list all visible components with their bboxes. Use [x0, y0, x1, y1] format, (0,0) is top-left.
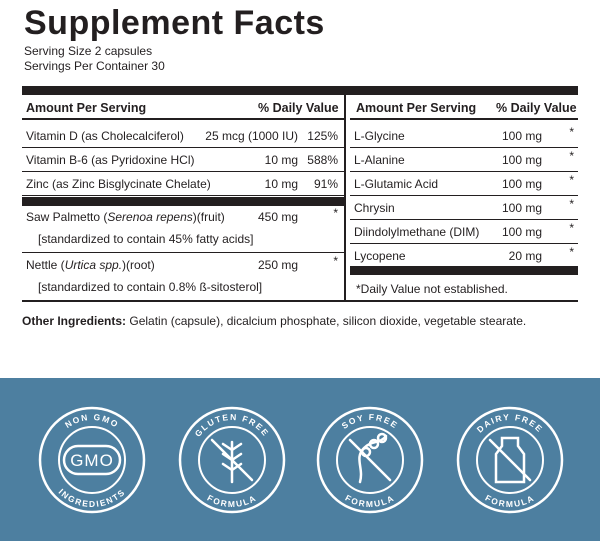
footnote: *Daily Value not established.	[356, 282, 508, 296]
divider	[344, 95, 346, 301]
rule	[22, 197, 344, 206]
table-row: Vitamin B-6 (as Pyridoxine HCl) 10 mg 588%	[22, 149, 344, 172]
daily-value: 91%	[313, 177, 338, 191]
name-part: )(root)	[122, 258, 155, 272]
badge-ring	[178, 406, 286, 514]
daily-value: *	[333, 206, 338, 220]
table-row: Nettle (Urtica spp.)(root) 250 mg *	[22, 254, 344, 277]
rule	[22, 86, 578, 95]
column-header: Amount Per Serving	[356, 101, 477, 115]
nutrient-name: Vitamin B-6 (as Pyridoxine HCl)	[26, 153, 195, 167]
nutrient-name: Saw Palmetto (Serenoa repens)(fruit)	[26, 206, 225, 229]
label: Other Ingredients:	[22, 314, 127, 328]
amount: 20 mg	[508, 249, 542, 263]
daily-value: *	[333, 254, 338, 268]
rule	[22, 300, 578, 302]
badge-ring	[316, 406, 424, 514]
daily-value: *	[569, 149, 574, 163]
amount: 100 mg	[501, 129, 542, 143]
name-part: Saw Palmetto (	[26, 210, 108, 224]
daily-value: *	[569, 125, 574, 139]
badge-center-text: GMO	[70, 451, 114, 470]
nutrient-name: Zinc (as Zinc Bisglycinate Chelate)	[26, 177, 211, 191]
nutrient-name: Diindolylmethane (DIM)	[354, 225, 480, 239]
nutrient-name: Lycopene	[354, 249, 406, 263]
rule	[22, 252, 344, 253]
badge-bottom-text: FORMULA	[344, 493, 397, 509]
icon	[62, 444, 122, 476]
table-row: L-Alanine 100 mg *	[350, 149, 578, 172]
badge-band: NON GMO INGREDIENTS GMO GLUTEN FREE FORMULA S…	[0, 378, 600, 541]
badge-inner	[476, 426, 544, 494]
table-row: Lycopene 20 mg *	[350, 245, 578, 268]
amount: 25 mcg (1000 IU)	[205, 129, 298, 143]
badge-inner	[58, 426, 126, 494]
servings-per-container: Servings Per Container 30	[24, 59, 165, 73]
table-row: L-Glycine 100 mg *	[350, 125, 578, 148]
badge-inner	[336, 426, 404, 494]
nutrient-name: L-Alanine	[354, 153, 405, 167]
text-path: FORMULA	[344, 493, 395, 509]
name-part: Serenoa repens	[107, 210, 193, 224]
name-part: Nettle (	[26, 258, 65, 272]
other-ingredients: Other Ingredients: Gelatin (capsule), di…	[22, 314, 526, 328]
icon	[221, 440, 243, 484]
amount: 100 mg	[501, 201, 542, 215]
amount: 250 mg	[257, 258, 298, 272]
daily-value: *	[569, 197, 574, 211]
rule	[350, 118, 578, 120]
standardization-note: [standardized to contain 0.8% ß-sitoster…	[38, 280, 263, 294]
icons	[62, 432, 532, 484]
column-header: % Daily Value	[496, 101, 577, 115]
amount: 100 mg	[501, 177, 542, 191]
table-row: Saw Palmetto (Serenoa repens)(fruit) 450 …	[22, 206, 344, 229]
nutrient-name: L-Glycine	[354, 129, 405, 143]
amount: 100 mg	[501, 153, 542, 167]
amount: 10 mg	[264, 153, 298, 167]
badge-bottom-text: FORMULA	[484, 493, 537, 509]
daily-value: *	[569, 173, 574, 187]
badge-ring	[456, 406, 564, 514]
ingredients: Gelatin (capsule), dicalcium phosphate, …	[129, 314, 527, 328]
daily-value: *	[569, 245, 574, 259]
table-row: L-Glutamic Acid 100 mg *	[350, 173, 578, 196]
name-part: Urtica spp.	[64, 258, 123, 272]
icon	[368, 438, 380, 450]
nutrient-name: Vitamin D (as Cholecalciferol)	[26, 129, 184, 143]
standardization-note: [standardized to contain 45% fatty acids…	[38, 232, 254, 246]
badge-bottom-text: FORMULA	[206, 493, 259, 509]
nutrient-name: Chrysin	[354, 201, 395, 215]
amount: 100 mg	[501, 225, 542, 239]
table-row: Vitamin D (as Cholecalciferol) 25 mcg (10…	[22, 125, 344, 148]
icon	[348, 438, 392, 482]
amount: 10 mg	[264, 177, 298, 191]
column-header: % Daily Value	[258, 101, 339, 115]
nutrient-name: L-Glutamic Acid	[354, 177, 439, 191]
daily-value: 588%	[307, 153, 338, 167]
title: Supplement Facts	[24, 4, 325, 42]
daily-value: 125%	[307, 129, 338, 143]
table-row: Zinc (as Zinc Bisglycinate Chelate) 10 mg…	[22, 173, 344, 196]
column-header: Amount Per Serving	[26, 101, 147, 115]
rule	[350, 266, 578, 275]
text-path: FORMULA	[206, 493, 257, 509]
nutrient-name: Nettle (Urtica spp.)(root)	[26, 254, 155, 277]
icon	[488, 438, 532, 482]
badge-ring	[38, 406, 146, 514]
text-path: FORMULA	[484, 493, 535, 509]
rule	[22, 118, 344, 120]
table-row: Diindolylmethane (DIM) 100 mg *	[350, 221, 578, 244]
amount: 450 mg	[257, 210, 298, 224]
icon	[360, 446, 372, 458]
daily-value: *	[569, 221, 574, 235]
serving-size: Serving Size 2 capsules	[24, 44, 153, 58]
icon	[376, 432, 388, 444]
badge-inner	[198, 426, 266, 494]
name-part: )(fruit)	[192, 210, 225, 224]
table-row: Chrysin 100 mg *	[350, 197, 578, 220]
